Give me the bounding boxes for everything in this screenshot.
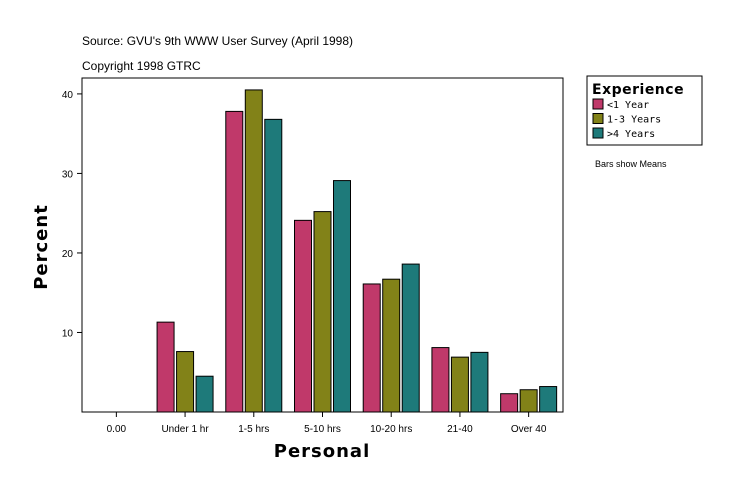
bar (500, 393, 519, 413)
y-axis: 10 20 30 40 (62, 90, 82, 339)
bar (313, 211, 332, 413)
legend-label: 1-3 Years (607, 115, 661, 126)
bar-layer (156, 89, 558, 413)
bar (244, 89, 263, 413)
legend-label: >4 Years (607, 129, 655, 140)
y-tick-label: 10 (62, 328, 74, 339)
legend-label: <1 Year (607, 100, 649, 111)
y-tick-label: 20 (62, 249, 74, 260)
bar (156, 321, 175, 413)
bar (362, 283, 381, 413)
bars-show-means-note: Bars show Means (595, 159, 667, 169)
bar (539, 386, 558, 413)
bar (401, 263, 420, 413)
x-tick-label: Under 1 hr (161, 424, 209, 435)
legend-box (586, 75, 703, 146)
bar (470, 351, 489, 413)
bar (225, 110, 244, 413)
x-axis: 0.00 Under 1 hr 1-5 hrs 5-10 hrs 10-20 hrs 21… (107, 412, 547, 435)
legend-title: Experience (592, 82, 684, 98)
source-line: Source: GVU's 9th WWW User Survey (April… (82, 34, 353, 48)
y-tick-label: 40 (62, 90, 74, 101)
x-tick-label: 5-10 hrs (304, 424, 341, 435)
legend-swatch (592, 98, 604, 110)
bar (294, 219, 312, 413)
bar (176, 351, 195, 413)
x-tick-label: 0.00 (107, 424, 127, 435)
copyright-line: Copyright 1998 GTRC (82, 59, 201, 73)
bar (519, 389, 538, 413)
y-tick-label: 30 (62, 169, 74, 180)
bar (450, 356, 469, 413)
bar (333, 180, 351, 413)
x-tick-label: Over 40 (511, 424, 547, 435)
x-tick-label: 10-20 hrs (370, 424, 412, 435)
x-tick-label: 21-40 (447, 424, 473, 435)
bar (382, 278, 401, 413)
legend-swatch (592, 127, 604, 139)
bar (431, 347, 450, 413)
x-axis-title: Personal (274, 441, 371, 462)
bar (264, 118, 283, 413)
bar (195, 375, 214, 413)
y-axis-title: Percent (31, 204, 52, 290)
x-tick-label: 1-5 hrs (238, 424, 269, 435)
legend-swatch (592, 113, 604, 124)
legend: Experience <1 Year 1-3 Years >4 Years (586, 75, 703, 146)
